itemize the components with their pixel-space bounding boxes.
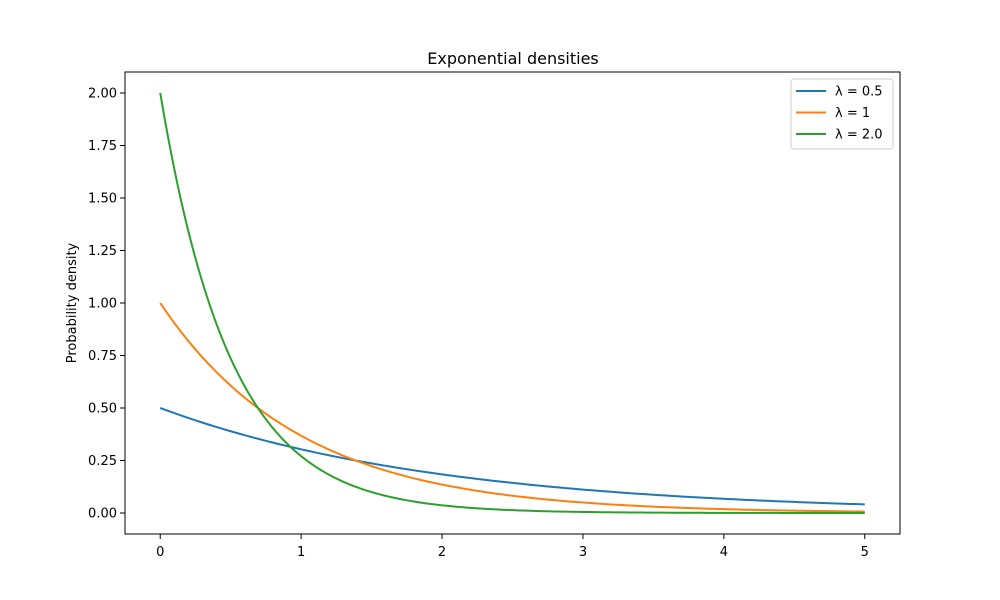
series-layer bbox=[159, 92, 865, 514]
legend-frame bbox=[790, 78, 894, 150]
legend-entry-label: λ = 1 bbox=[835, 106, 870, 121]
chart-title: Exponential densities bbox=[427, 49, 599, 68]
series-line-2 bbox=[159, 92, 865, 514]
x-tick-label: 2 bbox=[438, 545, 446, 560]
x-tick-label: 5 bbox=[861, 545, 869, 560]
y-tick-label: 0.75 bbox=[88, 349, 117, 364]
x-axis: 0 1 2 3 4 5 bbox=[156, 534, 869, 560]
y-tick-label: 1.50 bbox=[88, 192, 117, 207]
y-tick-label: 1.75 bbox=[88, 139, 117, 154]
x-tick-label: 1 bbox=[297, 545, 305, 560]
y-tick-label: 0.00 bbox=[88, 507, 117, 522]
y-tick-label: 1.00 bbox=[88, 297, 117, 312]
x-tick-label: 3 bbox=[579, 545, 587, 560]
y-tick-label: 2.00 bbox=[88, 87, 117, 102]
legend-entry-label: λ = 0.5 bbox=[835, 85, 883, 100]
series-line-1 bbox=[159, 302, 865, 513]
x-tick-label: 4 bbox=[720, 545, 728, 560]
y-axis-label: Probability density bbox=[65, 242, 80, 363]
y-tick-label: 1.25 bbox=[88, 244, 117, 259]
x-tick-label: 0 bbox=[156, 545, 164, 560]
y-axis: 0.00 0.25 0.50 0.75 1.00 1.25 1.50 1.75 2.00 bbox=[88, 87, 125, 522]
y-tick-label: 0.25 bbox=[88, 454, 117, 469]
legend-entry-label: λ = 2.0 bbox=[835, 128, 883, 143]
y-tick-label: 0.50 bbox=[88, 402, 117, 417]
series-line-0 bbox=[159, 407, 865, 506]
legend: λ = 0.5 λ = 1 λ = 2.0 bbox=[790, 78, 894, 150]
